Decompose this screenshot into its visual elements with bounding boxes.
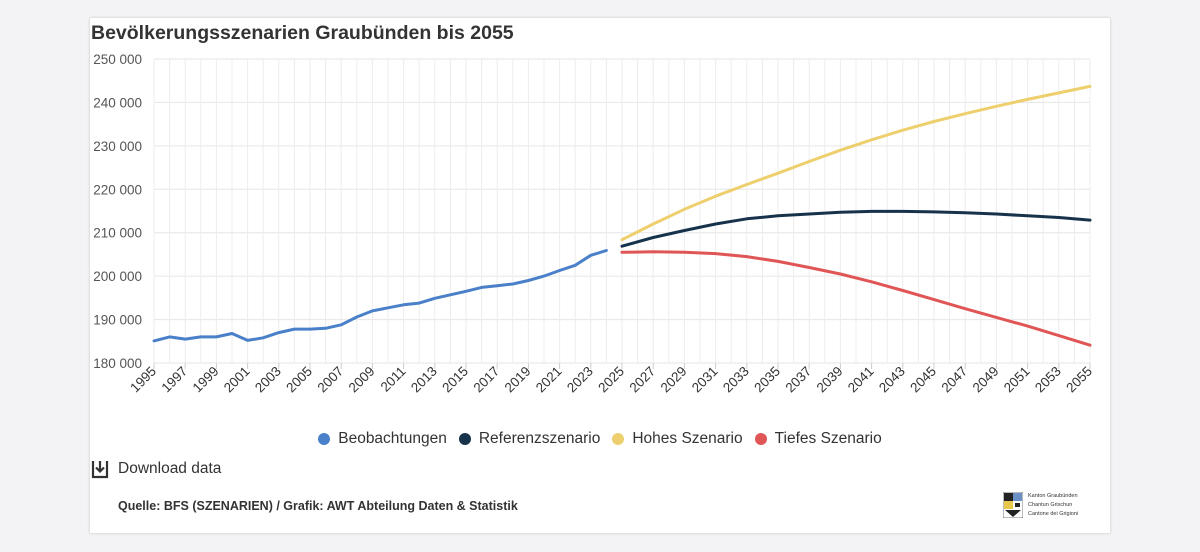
download-label: Download data bbox=[118, 460, 222, 477]
y-tick-label: 180 000 bbox=[93, 356, 142, 371]
download-data-button[interactable]: Download data bbox=[91, 459, 221, 479]
y-tick-label: 250 000 bbox=[93, 52, 142, 67]
logo-line: Cantone dei Grigioni bbox=[1028, 511, 1079, 517]
legend-label: Referenzszenario bbox=[478, 430, 601, 447]
logo-text: Kanton Graubünden Chantun Grischun Canto… bbox=[1028, 492, 1078, 519]
series-lines bbox=[152, 84, 1092, 347]
chart-card: Bevölkerungsszenarien Graubünden bis 205… bbox=[90, 18, 1110, 533]
series-line-tiefes-szenario[interactable] bbox=[620, 250, 1092, 347]
legend-label: Beobachtungen bbox=[338, 430, 447, 447]
y-tick-label: 220 000 bbox=[93, 182, 142, 197]
legend-dot-icon bbox=[754, 433, 767, 445]
x-axis: 1995 1997 1999 2001 2003 2005 2007 2009 2011 2013… bbox=[127, 363, 1095, 395]
line-chart: 250 000 240 000 230 000 220 000 210 000 200 0… bbox=[93, 52, 1095, 395]
series-line-referenzszenario[interactable] bbox=[620, 209, 1092, 248]
legend-dot-icon bbox=[318, 433, 331, 445]
legend-label: Tiefes Szenario bbox=[774, 430, 882, 447]
legend-item-hohes-szenario[interactable]: Hohes Szenario bbox=[612, 430, 743, 448]
source-text: Quelle: BFS (SZENARIEN) / Grafik: AWT Ab… bbox=[118, 499, 518, 513]
legend: Beobachtungen Referenzszenario Hohes Sze… bbox=[90, 430, 1110, 448]
logo-line: Chantun Grischun bbox=[1028, 502, 1073, 508]
legend-item-beobachtungen[interactable]: Beobachtungen bbox=[318, 430, 447, 448]
legend-item-tiefes-szenario[interactable]: Tiefes Szenario bbox=[754, 430, 882, 448]
y-tick-label: 210 000 bbox=[93, 226, 142, 241]
logo-line: Kanton Graubünden bbox=[1028, 493, 1078, 499]
legend-item-referenzszenario[interactable]: Referenzszenario bbox=[458, 430, 601, 448]
coat-of-arms-icon bbox=[1003, 492, 1023, 518]
y-tick-label: 200 000 bbox=[93, 269, 142, 284]
legend-dot-icon bbox=[458, 433, 471, 445]
y-axis: 250 000 240 000 230 000 220 000 210 000 200 0… bbox=[93, 52, 142, 371]
kanton-logo: Kanton Graubünden Chantun Grischun Canto… bbox=[1003, 492, 1078, 519]
download-icon bbox=[91, 461, 109, 479]
y-tick-label: 240 000 bbox=[93, 95, 142, 110]
chart-title: Bevölkerungsszenarien Graubünden bis 205… bbox=[91, 22, 514, 44]
legend-dot-icon bbox=[612, 433, 625, 445]
y-tick-label: 230 000 bbox=[93, 139, 142, 154]
y-tick-label: 190 000 bbox=[93, 313, 142, 328]
legend-label: Hohes Szenario bbox=[632, 430, 743, 447]
series-line-hohes-szenario[interactable] bbox=[620, 84, 1092, 242]
series-line-beobachtungen[interactable] bbox=[152, 249, 608, 343]
